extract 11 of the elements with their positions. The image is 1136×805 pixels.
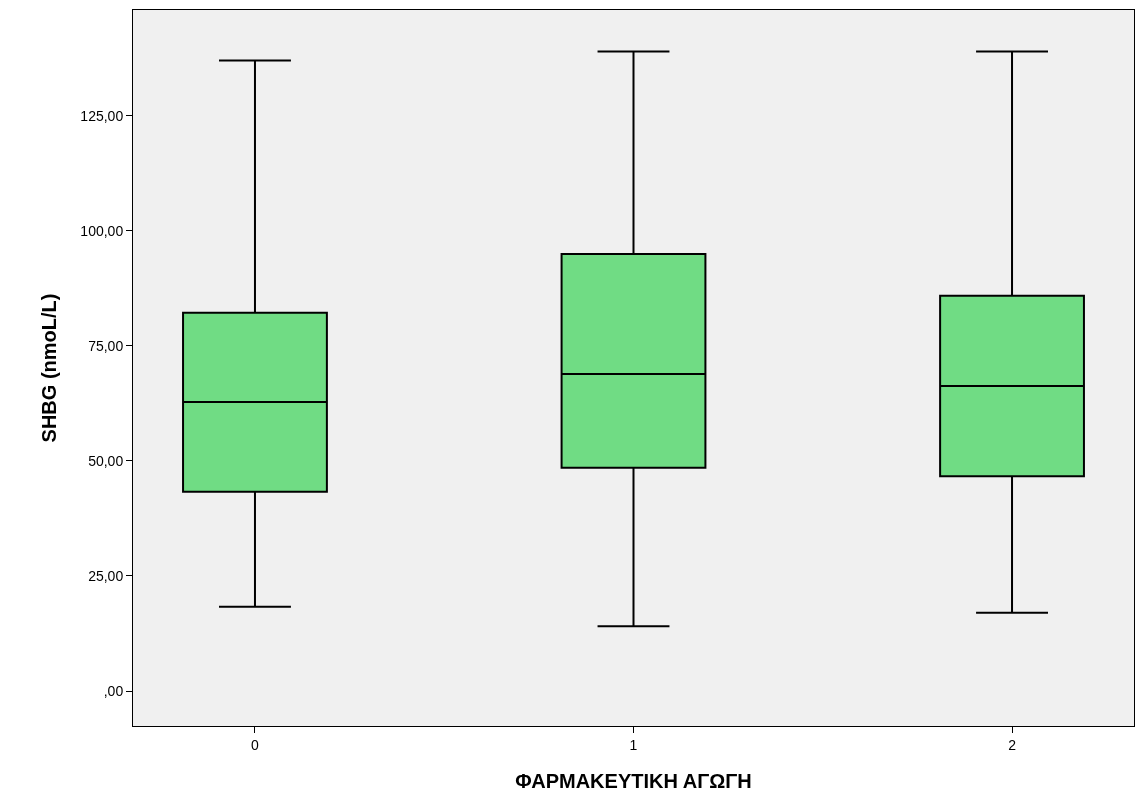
y-tick-label: 125,00: [80, 107, 124, 124]
y-tick-label: 25,00: [88, 567, 124, 584]
x-axis-title: ΦΑΡΜΑΚΕΥΤΙΚΗ ΑΓΩΓΗ: [515, 770, 752, 793]
y-tick-label: 50,00: [88, 452, 124, 469]
x-tick-label: 0: [251, 736, 260, 753]
y-tick-label: 75,00: [88, 337, 124, 354]
x-tick-label: 2: [1008, 736, 1017, 753]
y-axis-title: SHBG (nmoL/L): [37, 293, 60, 443]
y-tick-label: 100,00: [80, 222, 124, 239]
x-tick-label: 1: [629, 736, 638, 753]
y-tick-label: ,00: [103, 682, 124, 699]
